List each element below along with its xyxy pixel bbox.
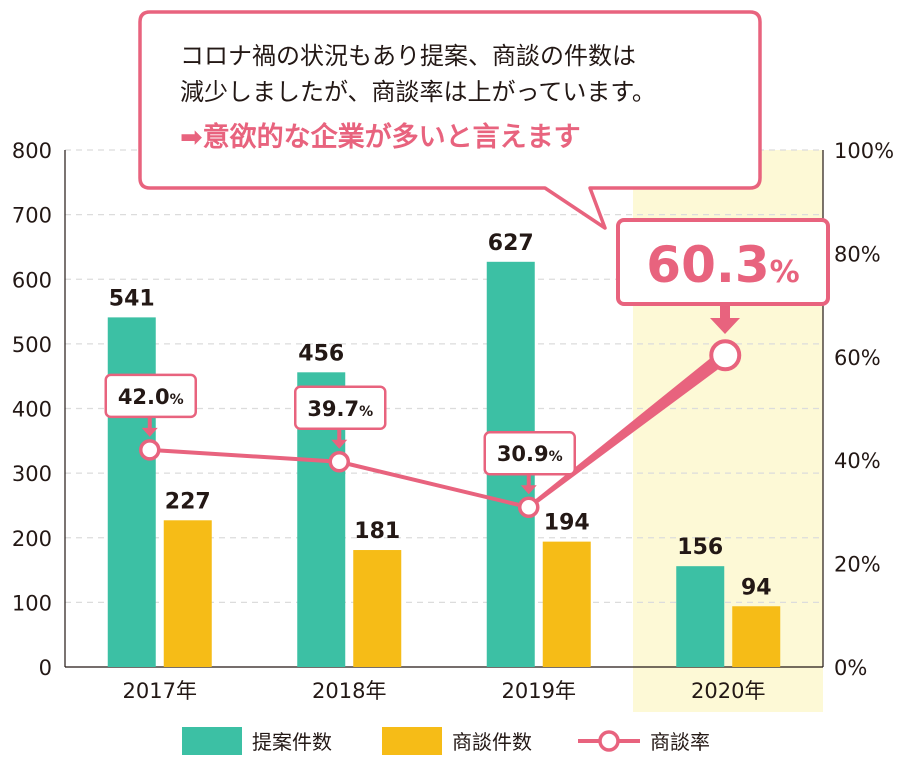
left-tick-label: 0 — [39, 656, 52, 680]
bar-proposals — [676, 566, 725, 667]
left-tick-label: 400 — [12, 398, 52, 422]
left-tick-label: 300 — [12, 462, 52, 486]
right-tick-label: 0% — [834, 656, 867, 680]
rate-point — [328, 451, 350, 473]
legend: 提案件数 商談件数 商談率 — [182, 727, 710, 755]
rate-point — [139, 439, 161, 461]
bar-meetings — [542, 541, 591, 667]
rate-line — [139, 339, 742, 518]
bars — [107, 261, 781, 667]
rate-rise-segment — [527, 349, 730, 509]
left-tick-label: 100 — [12, 591, 52, 615]
right-tick-label: 20% — [834, 553, 881, 577]
bar-label-proposals: 541 — [109, 286, 155, 311]
bar-label-proposals: 156 — [677, 535, 723, 560]
legend-marker-rate — [598, 730, 620, 752]
left-tick-label: 200 — [12, 527, 52, 551]
rate-point — [709, 339, 742, 372]
rate-label: 42.0% — [104, 373, 197, 437]
bar-label-meetings: 194 — [544, 511, 590, 536]
right-tick-label: 60% — [834, 346, 881, 370]
rate-label: 30.9% — [483, 430, 576, 495]
rate-label-unit: % — [170, 392, 184, 408]
rate-label-unit: % — [359, 404, 373, 420]
legend-label-rate: 商談率 — [650, 730, 710, 754]
svg-text:➡意欲的な企業が多いと言えます: ➡意欲的な企業が多いと言えます — [180, 121, 581, 153]
highlight-rate-unit: % — [770, 255, 800, 290]
left-tick-label: 800 — [12, 139, 52, 163]
bubble-line-2: 減少しましたが、商談率は上がっています。 — [180, 78, 656, 106]
highlight-rate-value: 60.3 — [646, 236, 769, 294]
left-axis: 0 100 200 300 400 500 600 700 800 — [12, 139, 52, 680]
highlight-rate-callout: 60.3% — [616, 218, 830, 334]
rate-label-value: 39.7 — [307, 397, 359, 421]
bar-meetings — [163, 520, 212, 667]
legend-label-meetings: 商談件数 — [452, 730, 532, 754]
rate-label-unit: % — [549, 449, 563, 465]
x-tick-label: 2020年 — [691, 679, 765, 703]
rate-label-text: 39.7% — [307, 397, 373, 421]
bubble-highlight: 意欲的な企業が多いと言えます — [203, 121, 581, 153]
bar-label-meetings: 181 — [354, 519, 400, 544]
rate-label-pointer — [526, 474, 531, 487]
left-tick-label: 600 — [12, 268, 52, 292]
left-tick-label: 700 — [12, 204, 52, 228]
x-tick-label: 2018年 — [312, 679, 386, 703]
left-tick-label: 500 — [12, 333, 52, 357]
rate-label-text: 42.0% — [118, 385, 184, 409]
rate-label-pointer — [147, 416, 152, 429]
bubble-line-1: コロナ禍の状況もあり提案、商談の件数は — [180, 42, 636, 70]
arrow-icon: ➡ — [180, 122, 203, 153]
rate-label-pointer-head — [331, 439, 348, 449]
bar-labels: 541 227 456 181 627 194 156 94 — [109, 231, 772, 600]
bar-proposals — [107, 317, 156, 667]
rate-point — [518, 496, 540, 518]
rate-label-value: 42.0 — [118, 385, 170, 409]
rate-label-pointer-head — [141, 427, 158, 437]
x-tick-label: 2019年 — [502, 679, 576, 703]
x-tick-label: 2017年 — [123, 679, 197, 703]
rate-label-value: 30.9 — [497, 442, 549, 466]
right-tick-label: 80% — [834, 242, 881, 266]
right-axis: 0% 20% 40% 60% 80% 100% — [834, 139, 894, 680]
svg-text:60.3%: 60.3% — [646, 236, 799, 294]
rate-label-pointer-head — [520, 485, 537, 495]
bar-label-proposals: 456 — [298, 341, 344, 366]
rate-label: 39.7% — [294, 385, 387, 449]
right-tick-label: 100% — [834, 139, 894, 163]
bar-label-meetings: 94 — [741, 575, 772, 600]
bar-label-proposals: 627 — [488, 231, 534, 256]
bar-label-meetings: 227 — [165, 489, 211, 514]
x-axis-labels: 2017年 2018年 2019年 2020年 — [123, 679, 766, 703]
speech-bubble: コロナ禍の状況もあり提案、商談の件数は 減少しましたが、商談率は上がっています。… — [138, 10, 762, 230]
bar-meetings — [732, 606, 781, 667]
bar-meetings — [353, 550, 402, 667]
legend-label-proposals: 提案件数 — [252, 730, 332, 754]
right-tick-label: 40% — [834, 449, 881, 473]
legend-swatch-proposals — [182, 727, 242, 755]
rate-labels: 42.0% 39.7%30.9% — [104, 373, 576, 495]
legend-swatch-meetings — [382, 727, 442, 755]
rate-label-pointer — [337, 428, 342, 441]
rate-label-text: 30.9% — [497, 442, 563, 466]
